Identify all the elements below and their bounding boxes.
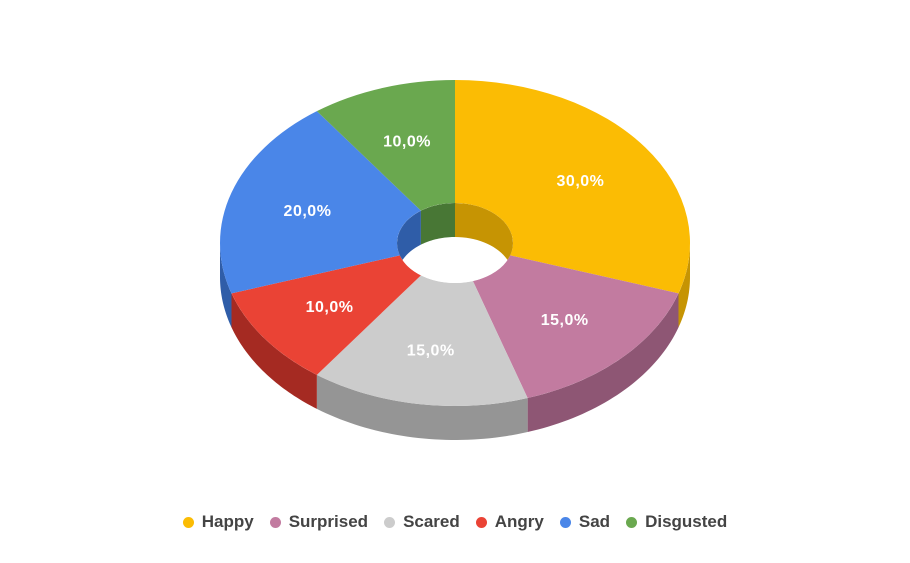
slice-happy[interactable]: [455, 80, 691, 294]
slice-label-sad: 20,0%: [284, 203, 332, 220]
legend-dot-icon: [559, 516, 571, 528]
legend-label: Happy: [201, 512, 254, 531]
slice-inner-wall-disgusted-1: [420, 203, 455, 245]
legend-label: Sad: [578, 512, 611, 531]
slice-surprised[interactable]: [472, 255, 679, 399]
slice-label-disgusted: 10,0%: [383, 134, 431, 151]
legend-dot-icon: [475, 516, 487, 528]
legend-label: Scared: [403, 512, 460, 531]
legend-label: Disgusted: [645, 512, 728, 531]
hole-floor: [397, 237, 513, 283]
legend-item-sad[interactable]: Sad: [559, 512, 611, 532]
slice-side-angry: [231, 293, 317, 409]
slice-labels: 30,0% 15,0% 15,0% 10,0% 20,0% 10,0%: [284, 134, 605, 360]
slice-label-happy: 30,0%: [557, 173, 605, 190]
legend-dot-icon: [626, 516, 638, 528]
legend-dot-icon: [269, 516, 281, 528]
legend-item-surprised[interactable]: Surprised: [269, 512, 369, 532]
slice-inner-wall-happy-0: [455, 203, 513, 277]
legend-dot-icon: [182, 516, 194, 528]
slice-side-sad: [220, 243, 232, 328]
slice-scared[interactable]: [316, 275, 528, 406]
slice-label-surprised: 15,0%: [541, 312, 589, 329]
legend: Happy Surprised Scared Angry Sad Disgusted: [0, 512, 910, 532]
slice-disgusted[interactable]: [316, 80, 455, 211]
slice-side-scared: [316, 374, 528, 440]
legend-dot-icon: [384, 516, 396, 528]
legend-item-angry[interactable]: Angry: [475, 512, 544, 532]
legend-label: Angry: [494, 512, 544, 531]
slice-label-scared: 15,0%: [407, 342, 455, 359]
legend-item-disgusted[interactable]: Disgusted: [626, 512, 727, 532]
slice-inner-wall-sad-1: [397, 210, 421, 277]
slice-sad[interactable]: [219, 111, 421, 294]
legend-item-scared[interactable]: Scared: [384, 512, 460, 532]
pie-hole: [397, 203, 513, 283]
slice-label-angry: 10,0%: [306, 299, 354, 316]
pie-top: [219, 80, 691, 406]
slice-angry[interactable]: [231, 255, 421, 375]
pie-sides: [220, 243, 690, 440]
legend-item-happy[interactable]: Happy: [182, 512, 254, 532]
legend-label: Surprised: [288, 512, 369, 531]
slice-side-surprised: [527, 293, 679, 433]
slice-side-happy: [678, 243, 690, 328]
